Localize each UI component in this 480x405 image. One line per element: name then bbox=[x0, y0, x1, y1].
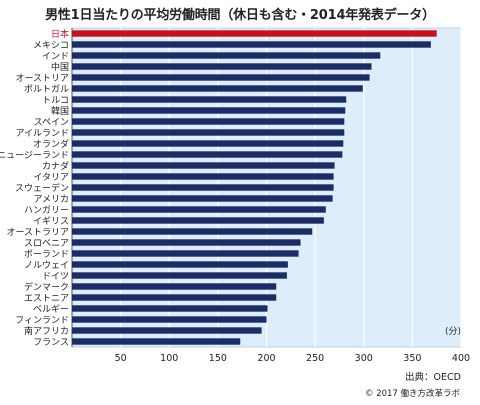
category-label: ノルウェイ bbox=[24, 260, 69, 271]
category-label: イギリス bbox=[33, 216, 69, 227]
category-label: エストニア bbox=[24, 294, 69, 304]
bar bbox=[72, 63, 372, 70]
category-label: アメリカ bbox=[33, 194, 69, 205]
bar bbox=[72, 305, 268, 312]
x-tick-label: 100 bbox=[160, 353, 178, 364]
axis-unit-label: (分) bbox=[445, 326, 461, 337]
bar bbox=[72, 74, 370, 81]
x-tick-label: 350 bbox=[403, 353, 421, 364]
category-label: ベルギー bbox=[33, 304, 69, 315]
category-label: 南アフリカ bbox=[24, 325, 69, 337]
bar bbox=[72, 140, 344, 147]
copyright-note: © 2017 働き方改革ラボ bbox=[365, 389, 461, 399]
bar bbox=[72, 107, 346, 114]
category-label: インド bbox=[42, 52, 69, 62]
category-label: トルコ bbox=[42, 96, 69, 106]
bar bbox=[72, 173, 334, 180]
category-label: 韓国 bbox=[51, 106, 69, 117]
x-tick-label: 400 bbox=[452, 353, 470, 364]
bar bbox=[72, 327, 262, 334]
category-label: スロベニア bbox=[24, 239, 69, 249]
category-label: 中国 bbox=[51, 61, 69, 73]
bar bbox=[72, 217, 324, 224]
bar bbox=[72, 272, 287, 279]
category-label: オーストリア bbox=[15, 73, 69, 84]
category-label: ドイツ bbox=[42, 272, 69, 282]
bar bbox=[72, 228, 313, 235]
bar bbox=[72, 283, 277, 290]
category-label: スウェーデン bbox=[15, 182, 69, 194]
category-label: オーストラリア bbox=[6, 227, 69, 238]
bar bbox=[72, 41, 431, 48]
bar bbox=[72, 206, 326, 213]
x-tick-label: 200 bbox=[257, 353, 275, 364]
category-label: ポルトガル bbox=[24, 84, 69, 95]
category-label: フィンランド bbox=[15, 315, 69, 326]
bar bbox=[72, 316, 267, 323]
bar bbox=[72, 96, 347, 103]
bar bbox=[72, 184, 334, 191]
category-label: デンマーク bbox=[24, 281, 69, 293]
category-label: アイルランド bbox=[15, 128, 69, 139]
category-label: ニュージーランド bbox=[0, 150, 69, 161]
category-label: ポーランド bbox=[24, 249, 69, 260]
bar bbox=[72, 52, 381, 59]
x-tick-label: 250 bbox=[306, 353, 324, 364]
category-label: オランダ bbox=[33, 138, 69, 150]
bar bbox=[72, 85, 363, 92]
category-label: イタリア bbox=[33, 172, 69, 183]
bar bbox=[72, 151, 343, 158]
chart-title: 男性1日当たりの平均労働時間（休日も含む・2014年発表データ） bbox=[45, 8, 435, 23]
bar bbox=[72, 30, 437, 37]
bar bbox=[72, 250, 299, 257]
x-tick-label: 300 bbox=[355, 353, 373, 364]
bar bbox=[72, 294, 277, 301]
category-label: カナダ bbox=[42, 160, 69, 172]
bar bbox=[72, 338, 241, 345]
x-tick-label: 150 bbox=[209, 353, 227, 364]
bar bbox=[72, 118, 345, 125]
bar bbox=[72, 239, 301, 246]
bar bbox=[72, 195, 333, 202]
x-tick-label: 50 bbox=[115, 353, 127, 364]
category-label: 日本 bbox=[51, 28, 69, 40]
category-label: フランス bbox=[33, 337, 69, 348]
source-note: 出典：OECD bbox=[405, 372, 461, 383]
category-label: メキシコ bbox=[33, 41, 69, 51]
category-label: ハンガリー bbox=[24, 205, 69, 216]
bar bbox=[72, 129, 345, 136]
category-label: スペイン bbox=[34, 118, 69, 128]
bar bbox=[72, 261, 288, 268]
bar bbox=[72, 162, 335, 169]
